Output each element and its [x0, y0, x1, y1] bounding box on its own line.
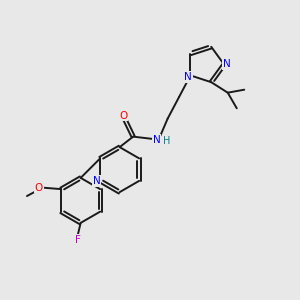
Text: O: O — [119, 111, 128, 121]
Text: N: N — [153, 135, 160, 145]
Text: O: O — [35, 183, 43, 193]
Text: F: F — [75, 235, 81, 245]
Text: N: N — [184, 72, 192, 82]
Text: N: N — [93, 176, 101, 186]
Text: H: H — [164, 136, 171, 146]
Text: N: N — [223, 59, 231, 69]
